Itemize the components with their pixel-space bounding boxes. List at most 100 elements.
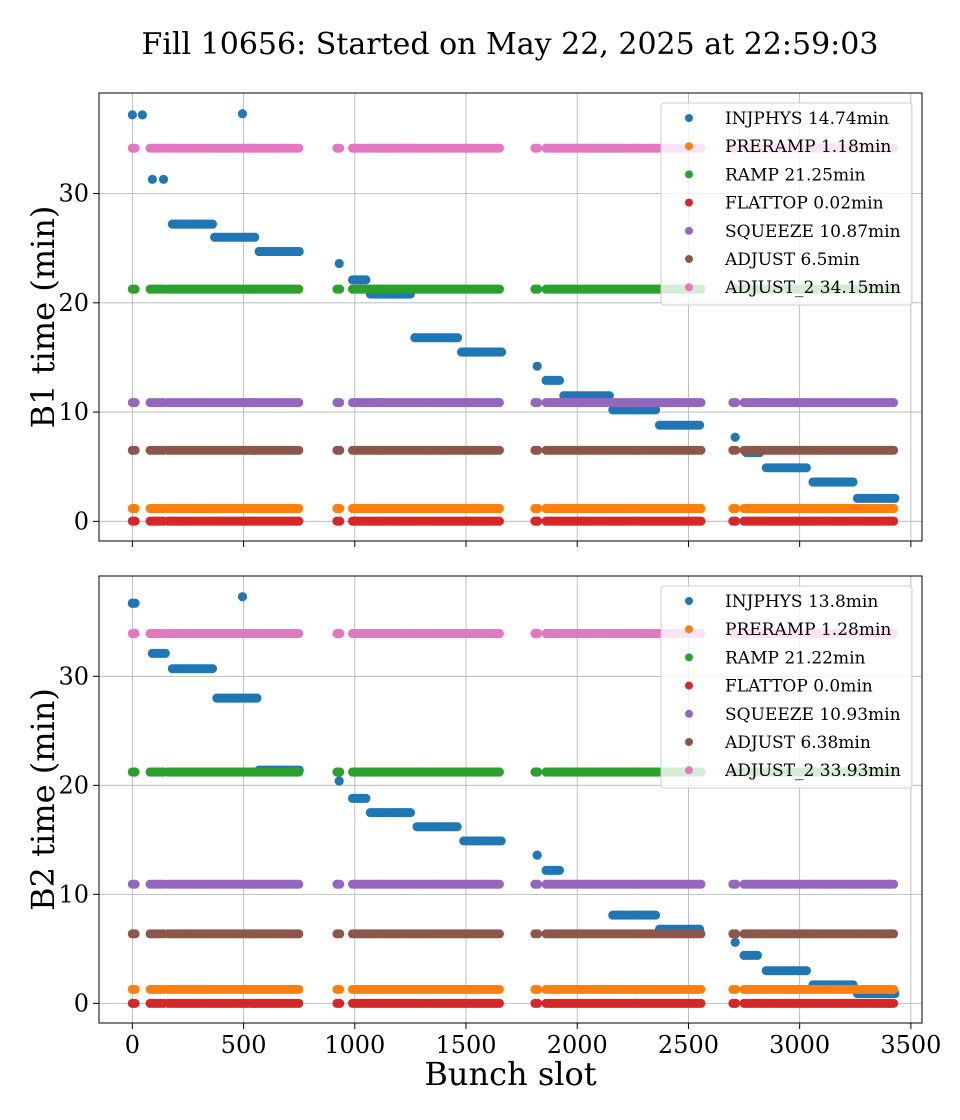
- legend-marker: [685, 255, 693, 263]
- adjust-2-point: [335, 628, 345, 639]
- adjust-2-point: [533, 628, 543, 639]
- injphys-point: [801, 463, 811, 473]
- adjust-point: [888, 929, 899, 939]
- injphys-point: [604, 391, 614, 401]
- legend-marker: [685, 625, 693, 634]
- ramp-point: [130, 284, 140, 294]
- axes-frame: [98, 92, 923, 542]
- injphys-point: [730, 937, 740, 947]
- y-axis-label: B2 time (min): [24, 688, 62, 911]
- preramp-point: [696, 984, 706, 995]
- preramp-point: [130, 984, 140, 995]
- squeeze-point: [731, 879, 741, 889]
- adjust-point: [335, 929, 345, 939]
- x-tick-label: 2500: [658, 1031, 719, 1059]
- legend-entry: RAMP 21.22min: [725, 648, 866, 668]
- legend-marker: [685, 766, 693, 775]
- squeeze-point: [731, 397, 741, 408]
- injphys-point: [361, 275, 371, 285]
- legend-entry: PRERAMP 1.28min: [725, 620, 891, 640]
- flattop-point: [696, 516, 706, 526]
- x-tick-label: 500: [221, 1031, 267, 1059]
- adjust-2-point: [294, 143, 304, 153]
- flattop-point: [533, 516, 543, 526]
- legend-marker: [685, 142, 693, 151]
- legend-entry: ADJUST_2 34.15min: [724, 278, 901, 298]
- y-tick-label: 10: [58, 880, 89, 908]
- adjust-point: [335, 445, 345, 455]
- legend-marker: [685, 226, 693, 235]
- injphys-point: [452, 333, 463, 343]
- squeeze-point: [130, 879, 140, 889]
- legend-marker: [685, 114, 693, 122]
- ramp-point: [294, 767, 304, 777]
- injphys-point: [452, 822, 462, 832]
- legend-marker: [685, 653, 693, 662]
- injphys-point: [694, 420, 705, 430]
- legend-marker: [685, 170, 693, 179]
- injphys-point: [207, 664, 218, 674]
- ramp-point: [533, 767, 543, 777]
- adjust-point: [696, 445, 706, 455]
- adjust-point: [130, 445, 140, 455]
- ramp-point: [494, 767, 504, 777]
- injphys-point: [890, 493, 900, 503]
- preramp-point: [731, 503, 741, 514]
- legend-marker: [685, 709, 693, 718]
- legend-marker: [685, 198, 693, 207]
- preramp-point: [130, 503, 140, 514]
- legend-entry: ADJUST 6.5min: [724, 250, 860, 270]
- injphys-point: [752, 950, 763, 961]
- flattop-point: [731, 516, 741, 526]
- flattop-point: [335, 998, 345, 1008]
- y-tick-label: 20: [58, 771, 89, 799]
- injphys-point: [237, 592, 248, 602]
- preramp-point: [335, 984, 345, 995]
- ramp-point: [494, 284, 504, 294]
- legend: INJPHYS 13.8min PRERAMP 1.28min RAMP 21.22…: [660, 585, 913, 789]
- injphys-point: [130, 598, 140, 608]
- legend-entry: ADJUST 6.38min: [724, 733, 871, 753]
- adjust-point: [888, 445, 899, 455]
- preramp-point: [533, 503, 543, 514]
- flattop-point: [294, 516, 304, 526]
- preramp-point: [696, 503, 706, 514]
- chart-title: Fill 10656: Started on May 22, 2025 at 2…: [142, 27, 879, 62]
- legend-entry: FLATTOP 0.0min: [725, 677, 873, 697]
- preramp-point: [888, 984, 899, 995]
- squeeze-point: [533, 879, 543, 889]
- y-tick-label: 20: [58, 289, 89, 317]
- adjust-2-point: [130, 143, 140, 153]
- x-axis-label: Bunch slot: [424, 1055, 596, 1093]
- injphys-point: [158, 174, 169, 184]
- adjust-point: [294, 929, 304, 939]
- adjust-2-point: [494, 628, 504, 639]
- legend-entry: PRERAMP 1.18min: [725, 137, 891, 157]
- legend-marker: [685, 283, 693, 292]
- legend-entry: FLATTOP 0.02min: [725, 194, 884, 214]
- flattop-point: [494, 998, 504, 1008]
- injphys-point: [496, 836, 506, 846]
- injphys-point: [237, 109, 248, 119]
- flattop-point: [696, 998, 706, 1008]
- injphys-point: [147, 174, 157, 184]
- data-markers: [127, 109, 900, 526]
- squeeze-point: [696, 879, 706, 889]
- x-tick-label: 3500: [880, 1031, 941, 1059]
- squeeze-point: [494, 397, 504, 408]
- ramp-point: [533, 284, 543, 294]
- injphys-point: [127, 110, 137, 120]
- adjust-point: [696, 929, 706, 939]
- injphys-point: [650, 910, 661, 920]
- legend: INJPHYS 14.74min PRERAMP 1.18min RAMP 21.2…: [660, 102, 913, 306]
- squeeze-point: [130, 397, 140, 408]
- injphys-point: [650, 405, 661, 415]
- adjust-2-point: [533, 143, 543, 153]
- adjust-2-point: [335, 143, 345, 153]
- injphys-point: [334, 258, 344, 269]
- ramp-point: [130, 767, 140, 777]
- legend-entry: SQUEEZE 10.93min: [725, 705, 901, 725]
- injphys-point: [532, 361, 542, 371]
- legend-entry: INJPHYS 13.8min: [725, 592, 878, 612]
